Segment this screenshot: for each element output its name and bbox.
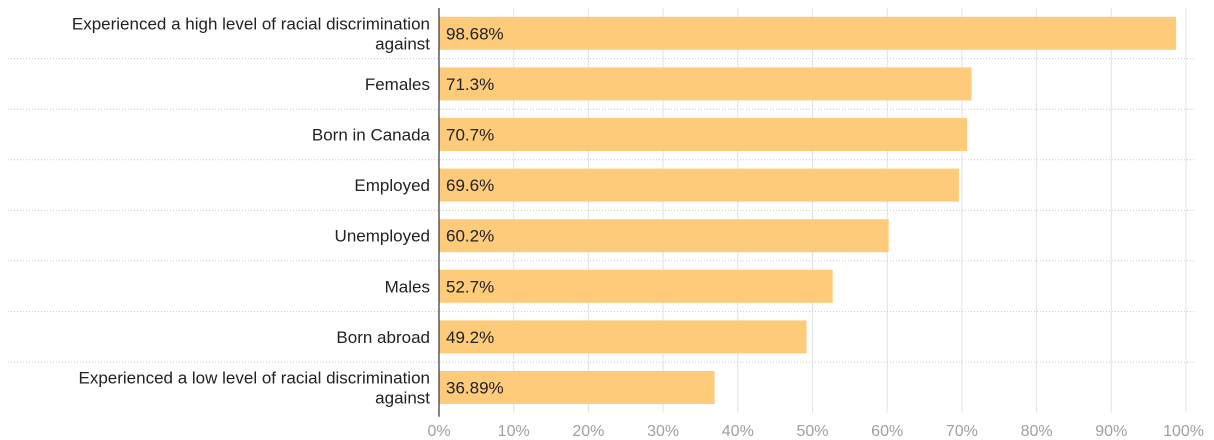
bar-5 xyxy=(439,269,833,303)
bar-4 xyxy=(439,219,889,253)
value-label-0: 98.68% xyxy=(446,24,504,43)
category-label-3: Employed xyxy=(354,176,430,195)
bar-1 xyxy=(439,67,972,101)
x-tick-label-30: 30% xyxy=(647,423,679,440)
category-label-1: Females xyxy=(365,75,430,94)
bar-7 xyxy=(439,371,715,404)
category-label-6: Born abroad xyxy=(336,328,430,347)
value-label-7: 36.89% xyxy=(446,379,504,398)
x-tick-label-20: 20% xyxy=(572,423,604,440)
x-axis-ticks: 0% 10% 20% 30% 40% 50% 60% 70% 80% 90% 100% xyxy=(427,423,1204,440)
x-tick-label-0: 0% xyxy=(427,423,450,440)
x-tick-label-80: 80% xyxy=(1021,423,1053,440)
value-label-1: 71.3% xyxy=(446,75,494,94)
x-tick-label-100: 100% xyxy=(1163,423,1204,440)
category-label-2: Born in Canada xyxy=(312,126,431,145)
category-label-4: Unemployed xyxy=(335,227,430,246)
category-label-0: Experienced a high level of racial discr… xyxy=(72,14,430,53)
x-tick-label-60: 60% xyxy=(871,423,903,440)
value-label-2: 70.7% xyxy=(446,126,494,145)
bar-0 xyxy=(439,16,1177,50)
label-layer: 98.68% Experienced a high level of racial… xyxy=(72,8,504,417)
value-label-3: 69.6% xyxy=(446,176,494,195)
bar-2 xyxy=(439,118,968,151)
value-label-5: 52.7% xyxy=(446,277,494,296)
bar-layer xyxy=(439,16,1177,404)
bar-6 xyxy=(439,320,807,354)
value-label-4: 60.2% xyxy=(446,227,494,246)
x-tick-label-70: 70% xyxy=(946,423,978,440)
value-label-6: 49.2% xyxy=(446,328,494,347)
x-tick-label-50: 50% xyxy=(796,423,828,440)
x-tick-label-90: 90% xyxy=(1095,423,1127,440)
category-label-5: Males xyxy=(385,277,430,296)
x-tick-label-10: 10% xyxy=(498,423,530,440)
category-label-7: Experienced a low level of racial discri… xyxy=(79,369,431,408)
bar-3 xyxy=(439,168,959,202)
x-tick-label-40: 40% xyxy=(722,423,754,440)
